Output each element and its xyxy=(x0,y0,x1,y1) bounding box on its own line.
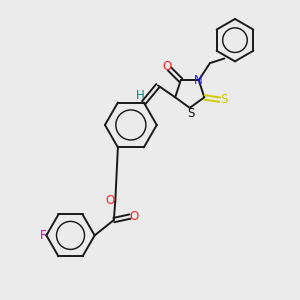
Text: F: F xyxy=(40,229,46,242)
Text: O: O xyxy=(105,194,115,207)
Text: S: S xyxy=(187,107,195,120)
Text: O: O xyxy=(162,60,171,73)
Text: O: O xyxy=(129,210,138,223)
Text: N: N xyxy=(194,74,203,87)
Text: S: S xyxy=(220,93,228,106)
Text: H: H xyxy=(136,89,145,102)
